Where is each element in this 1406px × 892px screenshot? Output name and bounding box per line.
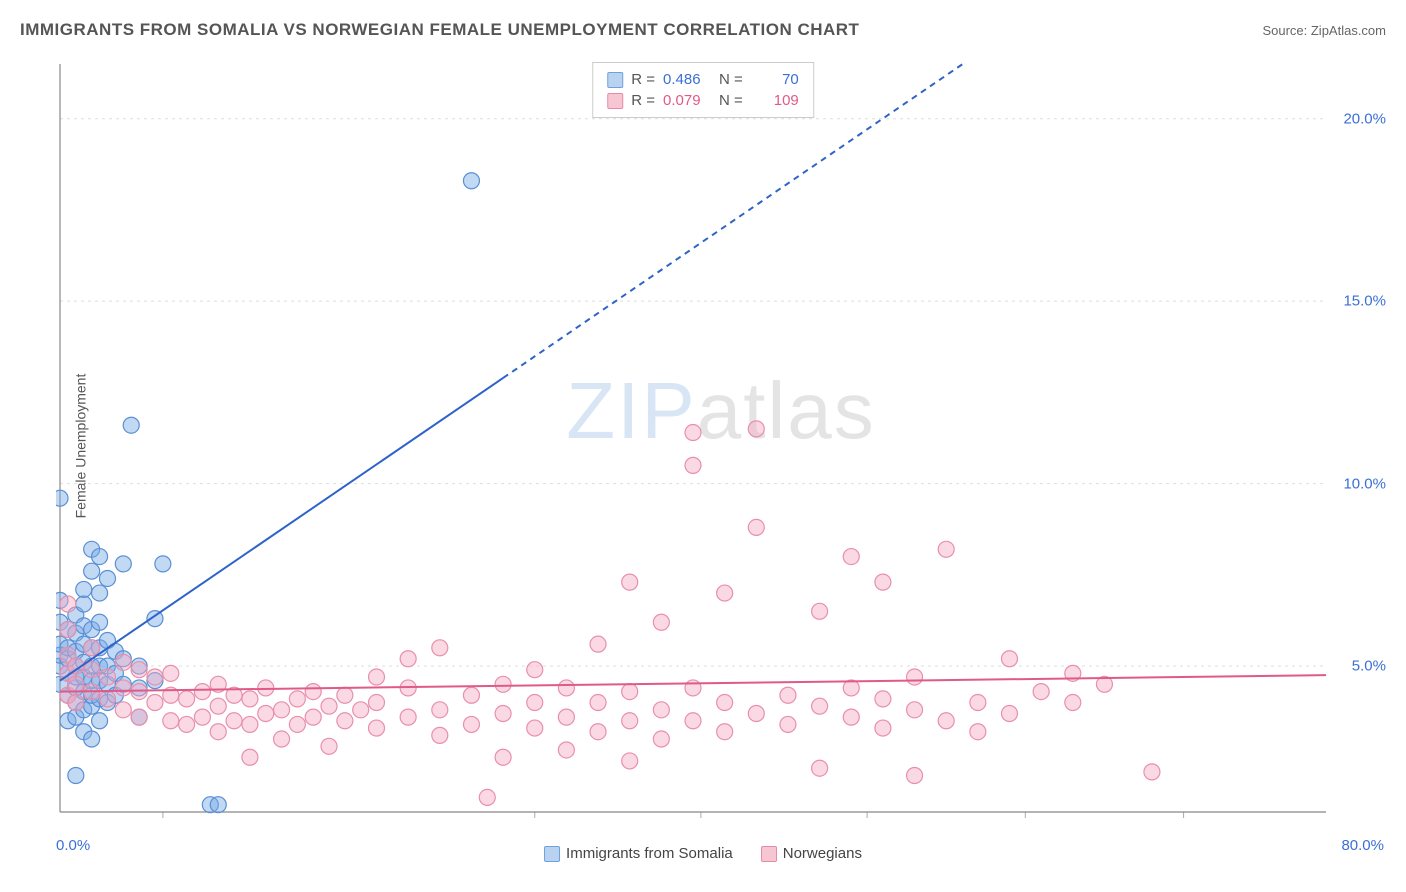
legend-swatch [761, 846, 777, 862]
r-label: R = [631, 92, 655, 109]
legend-swatch [607, 72, 623, 88]
chart-header: IMMIGRANTS FROM SOMALIA VS NORWEGIAN FEM… [20, 20, 1386, 40]
n-label: N = [719, 92, 743, 109]
r-value: 0.486 [663, 71, 711, 88]
chart-title: IMMIGRANTS FROM SOMALIA VS NORWEGIAN FEM… [20, 20, 859, 40]
source-prefix: Source: [1262, 23, 1310, 38]
legend-swatch [607, 93, 623, 109]
x-tick-start: 0.0% [56, 837, 90, 854]
n-value: 70 [751, 71, 799, 88]
r-value: 0.079 [663, 92, 711, 109]
plot-area: ZIPatlas 5.0%10.0%15.0%20.0% [56, 60, 1386, 822]
source-name: ZipAtlas.com [1311, 23, 1386, 38]
n-value: 109 [751, 92, 799, 109]
n-label: N = [719, 71, 743, 88]
correlation-legend: R = 0.486 N = 70 R = 0.079 N = 109 [592, 62, 814, 118]
legend-label: Immigrants from Somalia [566, 845, 733, 862]
source-attribution: Source: ZipAtlas.com [1262, 23, 1386, 38]
scatter-svg [56, 60, 1386, 822]
legend-label: Norwegians [783, 845, 862, 862]
x-tick-end: 80.0% [1341, 837, 1384, 854]
correlation-legend-row: R = 0.486 N = 70 [607, 69, 799, 90]
legend-item: Norwegians [761, 845, 862, 862]
series-legend: Immigrants from Somalia Norwegians [544, 845, 862, 862]
correlation-legend-row: R = 0.079 N = 109 [607, 90, 799, 111]
legend-swatch [544, 846, 560, 862]
legend-item: Immigrants from Somalia [544, 845, 733, 862]
r-label: R = [631, 71, 655, 88]
